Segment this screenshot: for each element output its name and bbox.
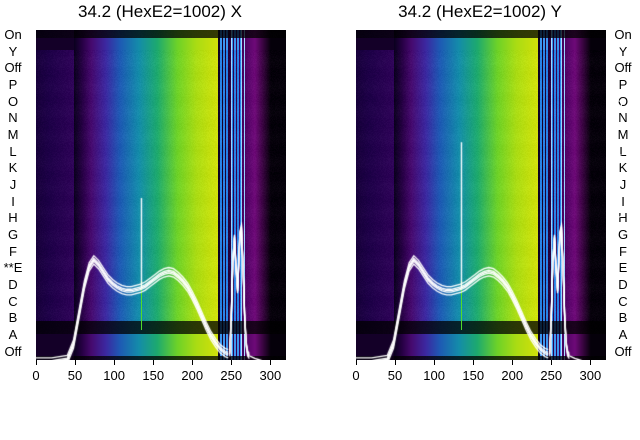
- panel-x-trace-curve: [36, 30, 286, 360]
- panel-y: 34.2 (HexE2=1002) Y On Y Off P O N M L K…: [320, 0, 640, 440]
- panel-x: 34.2 (HexE2=1002) X On Y Off P O N M L K…: [0, 0, 320, 440]
- dual-heatmap-view: 34.2 (HexE2=1002) X On Y Off P O N M L K…: [0, 0, 640, 440]
- panel-x-plot[interactable]: 25 20 15 10 5 0 25 20 15 10 5 0: [36, 30, 286, 360]
- panel-y-title: 34.2 (HexE2=1002) Y: [320, 2, 640, 22]
- panel-x-xaxis: 0 50 100 150 200 250 300: [36, 360, 286, 390]
- panel-x-yticks-left: 25 20 15 10 5 0: [10, 30, 34, 330]
- panel-y-xaxis: 0 50 100 150 200 250 300: [356, 360, 606, 390]
- panel-y-trace-curve: [356, 30, 606, 360]
- panel-y-yticks-right: 25 20 15 10 5 0: [606, 30, 630, 330]
- panel-x-title: 34.2 (HexE2=1002) X: [0, 2, 320, 22]
- panel-y-plot[interactable]: 25 20 15 10 5 0 25 20 15 10 5 0: [356, 30, 606, 360]
- panel-y-yticks-left: 25 20 15 10 5 0: [330, 30, 354, 330]
- panel-x-yticks-right: 25 20 15 10 5 0: [286, 30, 310, 330]
